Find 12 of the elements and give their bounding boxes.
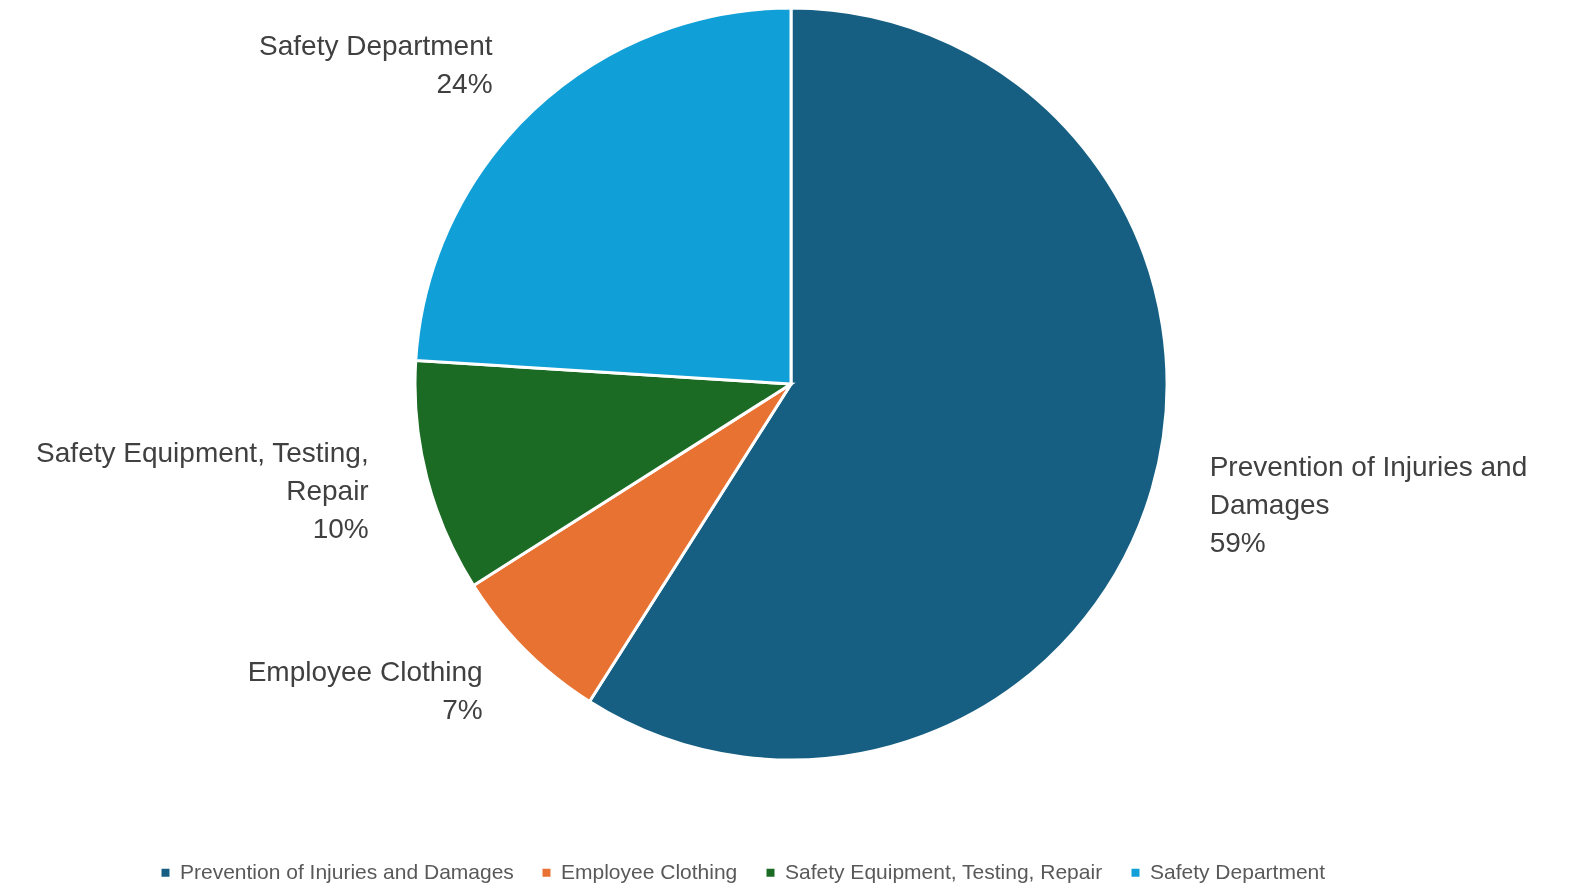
data-label: 24% bbox=[436, 68, 493, 100]
data-label: 7% bbox=[442, 694, 483, 726]
legend-label: Safety Department bbox=[1150, 859, 1326, 883]
legend-label: Safety Equipment, Testing, Repair bbox=[785, 859, 1103, 883]
legend-label: Prevention of Injuries and Damages bbox=[180, 859, 514, 883]
slice-label: Safety Equipment, Testing, Repair bbox=[36, 437, 369, 507]
legend-label: Employee Clothing bbox=[561, 859, 738, 883]
slice-label: Prevention of Injuries and Damages bbox=[1209, 450, 1528, 520]
slice-label: Safety Department bbox=[259, 30, 493, 62]
data-label: 10% bbox=[312, 513, 369, 545]
slice-label: Employee Clothing bbox=[247, 656, 483, 688]
data-label: 59% bbox=[1209, 526, 1266, 558]
